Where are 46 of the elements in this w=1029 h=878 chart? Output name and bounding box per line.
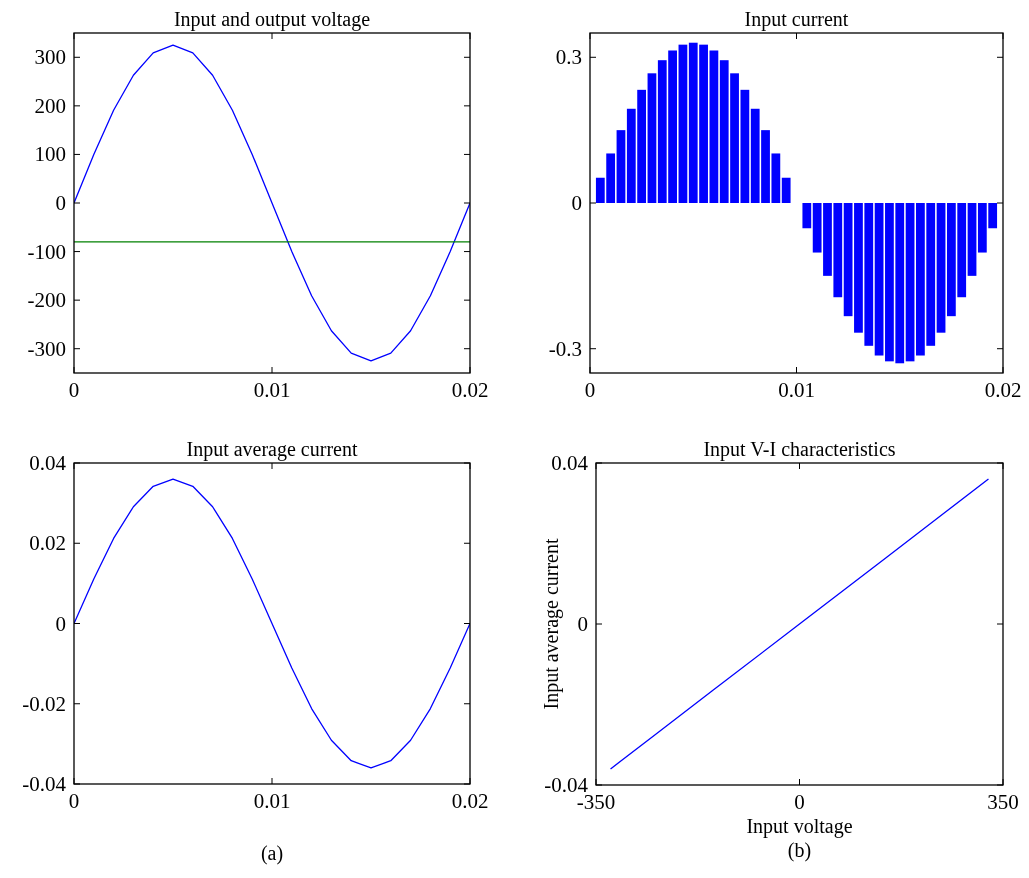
bar xyxy=(678,44,688,203)
y-tick-label: -300 xyxy=(27,336,66,361)
x-tick-label: 0.02 xyxy=(984,378,1022,402)
bar xyxy=(874,203,884,356)
line-series xyxy=(609,478,990,770)
bar xyxy=(905,203,915,362)
x-tick-label: 0.02 xyxy=(451,789,489,813)
y-tick-label: -0.04 xyxy=(22,772,67,796)
line-series xyxy=(74,44,470,362)
bar xyxy=(781,177,791,203)
text: (a) xyxy=(260,842,284,865)
x-tick-label: 350 xyxy=(987,790,1019,814)
bar xyxy=(802,203,812,229)
line-series xyxy=(74,478,470,769)
y-tick-label: 0 xyxy=(55,191,66,215)
x-tick-label: 0.01 xyxy=(253,789,291,813)
chart-title: Input average current xyxy=(186,438,358,461)
y-tick-label: 0 xyxy=(577,612,588,636)
y-tick-label: -100 xyxy=(27,239,66,264)
chart-title: Input current xyxy=(744,8,849,31)
y-axis-title: Input average current xyxy=(540,538,563,710)
bar xyxy=(967,203,977,276)
text: (b) xyxy=(787,839,812,862)
x-tick-label: 0.01 xyxy=(778,378,815,402)
chart-title: Input V-I characteristics xyxy=(703,438,896,461)
y-tick-label: 0.04 xyxy=(551,451,589,475)
y-tick-label: 300 xyxy=(34,45,66,70)
bar xyxy=(709,50,719,203)
y-tick-label: -0.3 xyxy=(548,336,582,361)
x-tick-label: 0.02 xyxy=(451,378,489,402)
y-tick-label: 0.04 xyxy=(29,451,67,475)
x-tick-label: 0.01 xyxy=(253,378,291,402)
y-tick-label: 0 xyxy=(55,611,66,636)
y-tick-label: -200 xyxy=(27,288,66,313)
bar xyxy=(647,73,657,203)
y-tick-label: 0.02 xyxy=(29,531,66,556)
y-tick-label: -0.02 xyxy=(22,691,66,716)
x-axis-title: Input voltage xyxy=(746,815,853,838)
y-tick-label: 100 xyxy=(34,142,66,167)
x-tick-label: 0 xyxy=(794,790,805,814)
y-tick-label: 0 xyxy=(571,191,582,215)
chart-title: Input and output voltage xyxy=(173,8,371,31)
y-tick-label: 200 xyxy=(34,93,66,118)
bar xyxy=(616,130,626,203)
y-tick-label: 0.3 xyxy=(555,45,582,70)
bar xyxy=(936,203,946,333)
